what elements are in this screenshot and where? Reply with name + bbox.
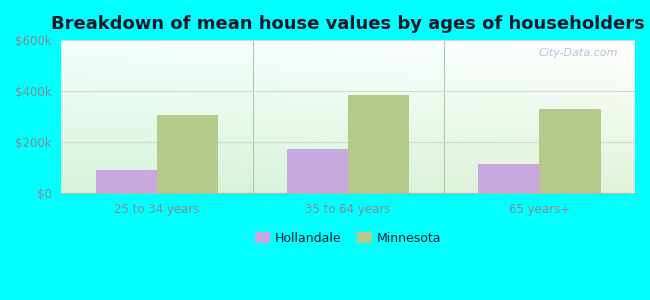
Bar [157, 116, 218, 193]
Bar [478, 164, 540, 193]
Bar [96, 170, 157, 193]
Bar [348, 95, 410, 193]
Legend: Hollandale, Minnesota: Hollandale, Minnesota [250, 227, 447, 250]
Title: Breakdown of mean house values by ages of householders: Breakdown of mean house values by ages o… [51, 15, 645, 33]
Text: City-Data.com: City-Data.com [538, 48, 617, 58]
Bar [287, 148, 348, 193]
Bar [540, 109, 601, 193]
